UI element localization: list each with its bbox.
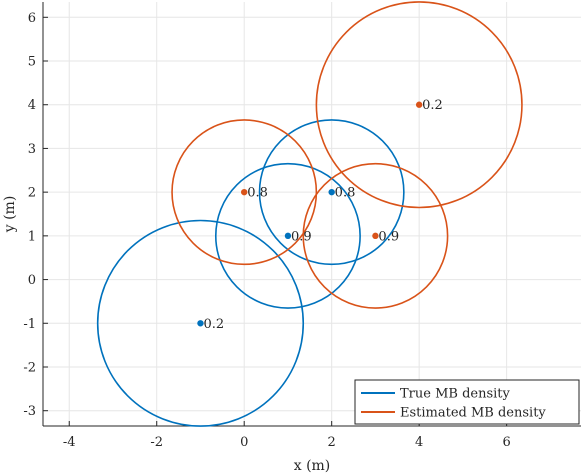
series-1-point-1 — [372, 232, 379, 240]
y-tick-label: 2 — [28, 186, 36, 201]
series-0-circle-0 — [96, 219, 305, 427]
x-tick-label: 6 — [503, 435, 511, 450]
series-0-point-2 — [328, 188, 335, 196]
series-1-circle-0 — [171, 119, 318, 266]
x-axis-label: x (m) — [294, 458, 331, 474]
axes — [42, 2, 581, 427]
series-0-point-1 — [284, 232, 292, 240]
series-0-circle-1 — [214, 162, 361, 309]
y-tick-label: -1 — [23, 317, 36, 332]
y-tick-label: -3 — [23, 404, 36, 419]
series-1-point-0 — [241, 188, 248, 196]
legend: True MB density Estimated MB density — [354, 379, 580, 425]
y-tick-label: 0 — [28, 273, 36, 288]
series-1-label-0: 0.8 — [247, 186, 268, 201]
series-0-circle-2 — [258, 119, 405, 266]
grid — [43, 2, 581, 426]
series-1-circle-2 — [315, 1, 523, 209]
series-1-label-2: 0.2 — [422, 98, 443, 113]
series-0-label-1: 0.9 — [291, 229, 312, 244]
y-axis-label: y (m) — [2, 196, 18, 234]
tick-labels: -4 -2 0 2 4 6 -3 -2 -1 0 1 2 3 4 5 6 — [23, 11, 510, 450]
y-tick-label: 3 — [28, 142, 36, 157]
legend-entry-1: Estimated MB density — [400, 406, 546, 421]
legend-box — [354, 379, 580, 425]
series-1-label-1: 0.9 — [378, 229, 399, 244]
y-tick-label: 6 — [28, 11, 36, 26]
y-tick-label: 1 — [28, 229, 36, 244]
series-1-point-2 — [415, 101, 423, 108]
series-0-label-0: 0.2 — [203, 317, 224, 332]
series-1-circle-1 — [302, 162, 449, 309]
x-tick-label: -4 — [63, 435, 76, 450]
x-tick-label: 0 — [240, 435, 248, 450]
y-tick-label: 4 — [28, 98, 36, 113]
x-tick-label: 2 — [328, 435, 336, 450]
x-tick-label: 4 — [415, 435, 423, 450]
legend-entry-0: True MB density — [400, 387, 511, 402]
series-0-label-2: 0.8 — [335, 186, 356, 201]
x-tick-label: -2 — [150, 435, 163, 450]
plot-area: 0.2 0.9 0.8 0.8 0.9 0.2 — [96, 1, 523, 427]
series-0-point-0 — [197, 320, 204, 327]
y-tick-label: 5 — [28, 55, 36, 70]
y-tick-label: -2 — [23, 360, 36, 375]
